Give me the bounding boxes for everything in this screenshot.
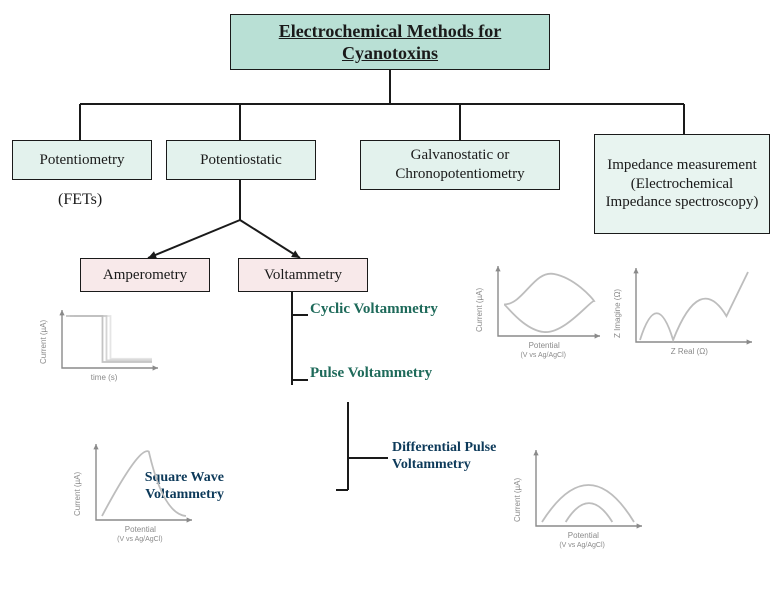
dpvolt-label: Differential Pulse Voltammetry <box>392 440 502 474</box>
dpv-plot: Current (µA) Potential (V vs Ag/AgCl) <box>510 440 650 550</box>
nyquist-plot: Z Imagine (Ω) Z Real (Ω) <box>610 258 760 366</box>
potentiostatic-box: Potentiostatic <box>166 140 316 180</box>
sqwave-plot: Current (µA) Potential (V vs Ag/AgCl) <box>70 434 200 544</box>
cv-plot: Current (µA) Potential (V vs Ag/AgCl) <box>472 256 608 360</box>
svg-text:time (s): time (s) <box>91 373 118 382</box>
svg-text:Potential: Potential <box>529 341 560 350</box>
svg-text:Current (µA): Current (µA) <box>513 477 522 522</box>
svg-text:(V vs Ag/AgCl): (V vs Ag/AgCl) <box>520 352 566 359</box>
amperometry-box: Amperometry <box>80 258 210 292</box>
voltammetry-box: Voltammetry <box>238 258 368 292</box>
cyclic-label: Cyclic Voltammetry <box>310 300 438 318</box>
svg-text:Potential: Potential <box>568 531 599 540</box>
galvanostatic-box: Galvanostatic or Chronopotentiometry <box>360 140 560 190</box>
potentiometry-sublabel: (FETs) <box>58 190 102 209</box>
diagram-title: Electrochemical Methods for Cyanotoxins <box>230 14 550 70</box>
potentiometry-box: Potentiometry <box>12 140 152 180</box>
svg-text:Z Imagine (Ω): Z Imagine (Ω) <box>613 289 622 338</box>
svg-text:Potential: Potential <box>125 525 156 534</box>
svg-text:Current (µA): Current (µA) <box>73 471 82 516</box>
svg-text:Current (µA): Current (µA) <box>39 319 48 364</box>
svg-text:Current (µA): Current (µA) <box>475 287 484 332</box>
svg-text:(V vs Ag/AgCl): (V vs Ag/AgCl) <box>559 542 605 549</box>
amperometry-plot: Current (µA) time (s) <box>36 300 166 392</box>
svg-text:(V vs Ag/AgCl): (V vs Ag/AgCl) <box>117 536 163 543</box>
pulse-label: Pulse Voltammetry <box>310 364 432 382</box>
svg-text:Z Real (Ω): Z Real (Ω) <box>671 347 708 356</box>
impedance-box: Impedance measurement (Electrochemical I… <box>594 134 770 234</box>
